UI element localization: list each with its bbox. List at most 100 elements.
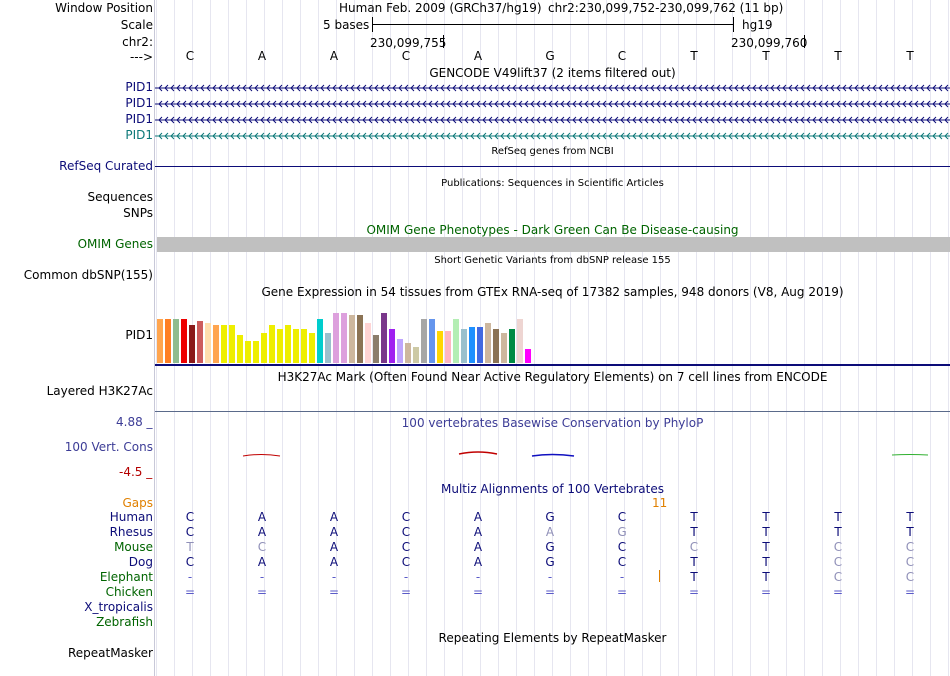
gtex-label[interactable]: PID1	[125, 328, 153, 342]
gtex-tissue-bar[interactable]	[253, 341, 259, 363]
alignment-base: -	[187, 570, 193, 584]
gencode-label[interactable]: PID1	[125, 96, 153, 110]
dbsnp-label[interactable]: Common dbSNP(155)	[23, 268, 153, 282]
coord-left-tick	[443, 35, 444, 48]
gtex-tissue-bar[interactable]	[205, 323, 211, 363]
gtex-tissue-bar[interactable]	[349, 315, 355, 363]
grid-line	[786, 0, 787, 676]
gtex-tissue-bar[interactable]	[173, 319, 179, 363]
gtex-tissue-bar[interactable]	[229, 325, 235, 363]
gtex-tissue-bar[interactable]	[517, 319, 523, 363]
alignment-base: =	[400, 585, 412, 599]
gtex-tissue-bar[interactable]	[421, 319, 427, 363]
gtex-tissue-bar[interactable]	[261, 333, 267, 363]
gtex-tissue-bar[interactable]	[181, 319, 187, 363]
gtex-tissue-bar[interactable]	[373, 335, 379, 363]
gtex-tissue-bar[interactable]	[405, 343, 411, 363]
gtex-tissue-bar[interactable]	[477, 327, 483, 363]
alignment-base: C	[401, 540, 411, 554]
species-label-human[interactable]: Human	[109, 510, 153, 524]
gtex-tissue-bar[interactable]	[397, 339, 403, 363]
species-label-chicken[interactable]: Chicken	[105, 585, 153, 599]
phylop-min: -4.5 _	[119, 465, 153, 479]
gtex-tissue-bar[interactable]	[413, 347, 419, 363]
gtex-tissue-bar[interactable]	[445, 331, 451, 363]
gtex-tissue-bar[interactable]	[365, 323, 371, 363]
alignment-base: T	[762, 570, 770, 584]
gtex-tissue-bar[interactable]	[461, 329, 467, 363]
gtex-tissue-bar[interactable]	[277, 329, 283, 363]
gencode-label[interactable]: PID1	[125, 128, 153, 142]
gtex-tissue-bar[interactable]	[293, 329, 299, 363]
gtex-tissue-bar[interactable]	[437, 331, 443, 363]
alignment-base: -	[403, 570, 409, 584]
repeatmasker-label[interactable]: RepeatMasker	[67, 646, 153, 660]
gencode-transcript-line[interactable]	[155, 131, 950, 141]
gtex-tissue-bar[interactable]	[453, 319, 459, 363]
grid-line	[570, 0, 571, 676]
gencode-label[interactable]: PID1	[125, 80, 153, 94]
species-label-mouse[interactable]: Mouse	[114, 540, 153, 554]
refseq-label[interactable]: RefSeq Curated	[59, 159, 153, 173]
species-label-rhesus[interactable]: Rhesus	[109, 525, 153, 539]
gtex-tissue-bar[interactable]	[165, 319, 171, 363]
phylop-signal[interactable]	[155, 445, 950, 465]
alignment-base: G	[545, 540, 555, 554]
species-label-elephant[interactable]: Elephant	[99, 570, 153, 584]
position-readout[interactable]: chr2:230,099,752-230,099,762 (11 bp)	[548, 1, 784, 15]
gtex-tissue-bar[interactable]	[525, 349, 531, 363]
phylop-title: 100 vertebrates Basewise Conservation by…	[401, 416, 704, 430]
gtex-tissue-bar[interactable]	[501, 333, 507, 363]
grid-line	[948, 0, 949, 676]
coord-right: 230,099,760	[731, 36, 808, 50]
gtex-tissue-bar[interactable]	[357, 315, 363, 363]
gtex-tissue-bar[interactable]	[429, 319, 435, 363]
gtex-tissue-bar[interactable]	[317, 319, 323, 363]
gtex-tissue-bar[interactable]	[221, 325, 227, 363]
species-label-zebrafish[interactable]: Zebrafish	[96, 615, 153, 629]
gtex-tissue-bar[interactable]	[509, 329, 515, 363]
species-label-dog[interactable]: Dog	[128, 555, 153, 569]
gtex-tissue-bar[interactable]	[213, 325, 219, 363]
gtex-bar-chart[interactable]	[155, 299, 535, 363]
gencode-transcript-line[interactable]	[155, 99, 950, 109]
alignment-base: -	[259, 570, 265, 584]
gaps-label: Gaps	[122, 496, 153, 510]
snps-label[interactable]: SNPs	[123, 206, 153, 220]
alignment-base: C	[401, 555, 411, 569]
omim-label[interactable]: OMIM Genes	[77, 237, 153, 251]
gtex-tissue-bar[interactable]	[381, 313, 387, 363]
species-label-x_tropicalis[interactable]: X_tropicalis	[84, 600, 153, 614]
alignment-base: A	[257, 555, 267, 569]
gtex-tissue-bar[interactable]	[469, 327, 475, 363]
phylop-peak-1	[242, 454, 281, 457]
gtex-tissue-bar[interactable]	[493, 329, 499, 363]
gencode-label[interactable]: PID1	[125, 112, 153, 126]
gencode-transcript-line[interactable]	[155, 83, 950, 93]
gtex-tissue-bar[interactable]	[309, 333, 315, 363]
gtex-tissue-bar[interactable]	[285, 325, 291, 363]
gtex-tissue-bar[interactable]	[301, 329, 307, 363]
gtex-tissue-bar[interactable]	[237, 335, 243, 363]
sequences-label[interactable]: Sequences	[87, 190, 153, 204]
gtex-tissue-bar[interactable]	[269, 325, 275, 363]
grid-line	[912, 0, 913, 676]
alignment-base: A	[257, 525, 267, 539]
alignment-base: A	[473, 525, 483, 539]
strand-arrow-label[interactable]: --->	[129, 50, 153, 64]
gtex-tissue-bar[interactable]	[485, 323, 491, 363]
gtex-tissue-bar[interactable]	[245, 341, 251, 363]
gtex-tissue-bar[interactable]	[333, 313, 339, 363]
grid-line	[660, 0, 661, 676]
gtex-tissue-bar[interactable]	[189, 325, 195, 363]
gencode-transcript-line[interactable]	[155, 115, 950, 125]
omim-bar[interactable]	[157, 237, 950, 252]
h3k27ac-label[interactable]: Layered H3K27Ac	[46, 384, 153, 398]
gtex-tissue-bar[interactable]	[157, 319, 163, 363]
phylop-label[interactable]: 100 Vert. Cons	[64, 440, 153, 454]
gtex-tissue-bar[interactable]	[325, 333, 331, 363]
gtex-tissue-bar[interactable]	[389, 329, 395, 363]
gtex-tissue-bar[interactable]	[197, 321, 203, 363]
gtex-tissue-bar[interactable]	[341, 313, 347, 363]
refseq-line[interactable]	[155, 166, 950, 167]
